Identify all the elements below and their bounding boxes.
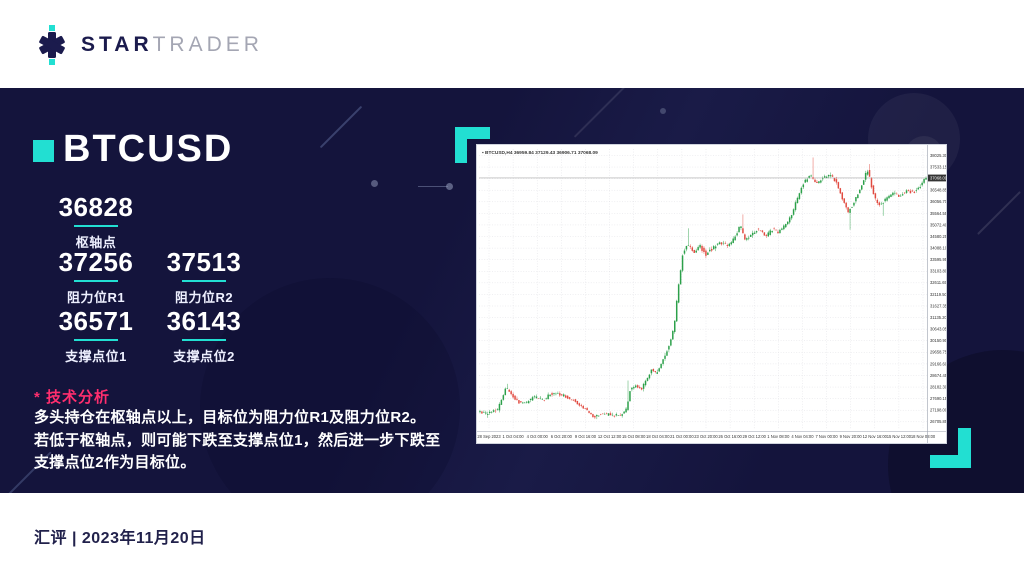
svg-text:18 Oct 04:00: 18 Oct 04:00: [646, 434, 670, 439]
star-logo-icon: [39, 25, 65, 65]
svg-text:1 Nov 08:00: 1 Nov 08:00: [767, 434, 790, 439]
svg-text:36056.70: 36056.70: [930, 199, 946, 204]
level-label: 支撑点位1: [65, 349, 127, 364]
svg-text:4 Nov 04:00: 4 Nov 04:00: [791, 434, 814, 439]
level-underline: [182, 339, 226, 341]
svg-text:36548.85: 36548.85: [930, 188, 946, 193]
svg-text:23 Oct 20:00: 23 Oct 20:00: [694, 434, 718, 439]
resistance1-level: 37256 阻力位R1: [47, 249, 145, 306]
brand-star-label: STAR: [81, 33, 153, 56]
symbol-title: BTCUSD: [63, 128, 234, 170]
svg-text:29658.75: 29658.75: [930, 350, 946, 355]
pivot-label: 枢轴点: [75, 235, 117, 250]
svg-text:26 Oct 16:00: 26 Oct 16:00: [718, 434, 742, 439]
svg-text:6 Oct 20:00: 6 Oct 20:00: [551, 434, 573, 439]
svg-text:30643.05: 30643.05: [930, 327, 946, 332]
svg-text:35564.55: 35564.55: [930, 211, 946, 216]
svg-text:28182.30: 28182.30: [930, 384, 946, 389]
svg-text:12 Oct 12:00: 12 Oct 12:00: [598, 434, 622, 439]
analysis-title: * 技术分析: [34, 389, 111, 406]
svg-text:30150.90: 30150.90: [930, 338, 946, 343]
svg-text:31627.35: 31627.35: [930, 303, 946, 308]
analysis-body: 多头持仓在枢轴点以上，目标位为阻力位R1及阻力位R2。 若低于枢轴点，则可能下跌…: [34, 407, 474, 475]
svg-text:26705.85: 26705.85: [930, 419, 946, 424]
header: STARTRADER: [0, 0, 1024, 88]
footer: 汇评 | 2023年11月20日: [0, 493, 1024, 576]
pivot-underline: [74, 225, 118, 227]
svg-text:9 Nov 20:00: 9 Nov 20:00: [840, 434, 863, 439]
svg-text:37068.09: 37068.09: [930, 176, 946, 181]
svg-text:15 Nov 12:00: 15 Nov 12:00: [887, 434, 912, 439]
resistance2-level: 37513 阻力位R2: [155, 249, 253, 306]
svg-text:29166.60: 29166.60: [930, 361, 946, 366]
svg-text:34580.25: 34580.25: [930, 234, 946, 239]
svg-text:27690.15: 27690.15: [930, 396, 946, 401]
brand-logo: STARTRADER: [35, 25, 263, 65]
analysis-line: 若低于枢轴点，则可能下跌至支撑点位1，然后进一步下跌至: [34, 431, 441, 449]
footer-caption: 汇评 | 2023年11月20日: [34, 530, 206, 547]
support1-level: 36571 支撑点位1: [47, 308, 145, 365]
level-underline: [182, 280, 226, 282]
svg-text:21 Oct 00:00: 21 Oct 00:00: [670, 434, 694, 439]
svg-text:35072.40: 35072.40: [930, 222, 946, 227]
brand-trader-label: TRADER: [152, 33, 263, 56]
svg-text:33595.95: 33595.95: [930, 257, 946, 262]
level-value: 37513: [166, 247, 242, 277]
svg-text:38025.30: 38025.30: [930, 153, 946, 158]
level-underline: [74, 280, 118, 282]
brand-name: STARTRADER: [81, 33, 263, 57]
corner-bracket-top-left-icon: [455, 127, 490, 163]
level-value: 36143: [166, 306, 242, 336]
svg-text:1 Oct 04:00: 1 Oct 04:00: [503, 434, 525, 439]
svg-text:37533.15: 37533.15: [930, 164, 946, 169]
svg-text:32119.50: 32119.50: [930, 292, 946, 297]
level-underline: [74, 339, 118, 341]
svg-text:31135.20: 31135.20: [930, 315, 946, 320]
hero-section: BTCUSD 36828 枢轴点 37256 阻力位R1 37513 阻力位R2…: [0, 88, 1024, 493]
svg-text:4 Oct 00:00: 4 Oct 00:00: [527, 434, 549, 439]
candlestick-chart-card: 28 Sep 2023 1 Oct 04:00 4 Oct 00:00 6 Oct 2…: [476, 144, 948, 444]
analysis-line: 多头持仓在枢轴点以上，目标位为阻力位R1及阻力位R2。: [34, 409, 426, 426]
level-value: 36571: [58, 306, 134, 336]
corner-bracket-bottom-right-icon: [930, 428, 971, 468]
svg-text:28674.45: 28674.45: [930, 373, 946, 378]
pivot-value: 36828: [58, 192, 134, 222]
svg-text:12 Nov 16:00: 12 Nov 16:00: [863, 434, 888, 439]
level-label: 支撑点位2: [173, 349, 235, 364]
svg-text:7 Nov 00:00: 7 Nov 00:00: [816, 434, 839, 439]
level-value: 37256: [58, 247, 134, 277]
svg-text:27198.00: 27198.00: [930, 408, 946, 413]
level-label: 阻力位R1: [66, 290, 126, 305]
analysis-line: 支撑点位2作为目标位。: [34, 454, 196, 471]
candlestick-chart: 28 Sep 2023 1 Oct 04:00 4 Oct 00:00 6 Oct 2…: [477, 145, 948, 443]
svg-text:9 Oct 16:00: 9 Oct 16:00: [575, 434, 597, 439]
svg-text:18 Nov 08:00: 18 Nov 08:00: [911, 434, 936, 439]
support2-level: 36143 支撑点位2: [155, 308, 253, 365]
symbol-accent-square: [33, 140, 54, 162]
svg-text:32611.65: 32611.65: [930, 280, 946, 285]
svg-text:33103.80: 33103.80: [930, 269, 946, 274]
svg-text:34088.10: 34088.10: [930, 246, 946, 251]
svg-text:15 Oct 08:00: 15 Oct 08:00: [622, 434, 646, 439]
svg-text:28 Sep 2023: 28 Sep 2023: [477, 434, 501, 439]
level-label: 阻力位R2: [174, 290, 234, 305]
pivot-level: 36828 枢轴点: [47, 194, 145, 251]
svg-text:29 Oct 12:00: 29 Oct 12:00: [742, 434, 766, 439]
svg-text:▪ BTCUSD,H4 36959.84 37129.43: ▪ BTCUSD,H4 36959.84 37129.43 36906.71 3…: [482, 150, 598, 156]
